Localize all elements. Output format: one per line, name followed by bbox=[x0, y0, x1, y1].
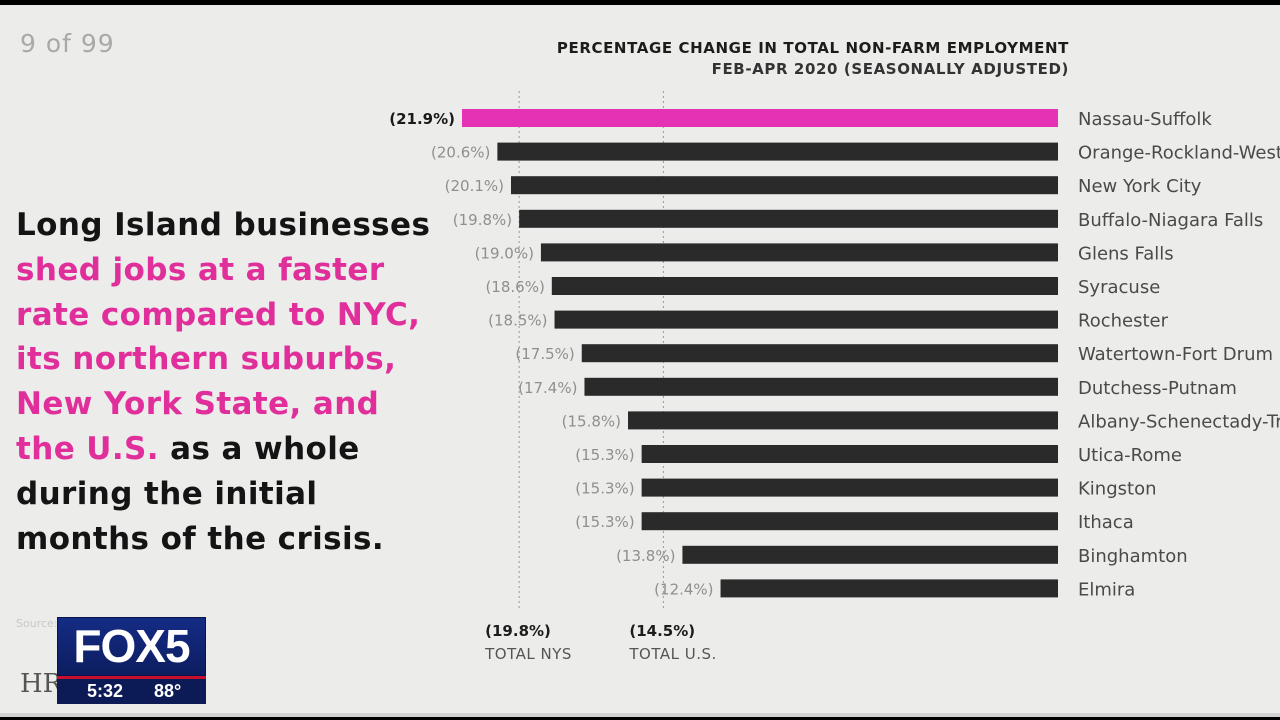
bar-value-label-2: (20.1%) bbox=[445, 177, 504, 195]
reference-line-sublabel-1: TOTAL U.S. bbox=[628, 645, 716, 663]
bar-category-label-14: Elmira bbox=[1078, 579, 1135, 600]
bar-category-label-13: Binghamton bbox=[1078, 546, 1188, 567]
reference-line-label-1: (14.5%) bbox=[629, 622, 695, 640]
bar-category-label-10: Utica-Rome bbox=[1078, 445, 1182, 466]
reference-line-sublabel-0: TOTAL NYS bbox=[484, 645, 572, 663]
screen-bottom-edge bbox=[0, 713, 1280, 717]
presentation-slide: 9 of 99 PERCENTAGE CHANGE IN TOTAL NON-F… bbox=[0, 5, 1280, 717]
bar-14 bbox=[720, 579, 1058, 598]
bar-value-label-9: (15.8%) bbox=[562, 412, 621, 430]
bar-value-label-13: (13.8%) bbox=[616, 547, 675, 565]
bar-value-label-8: (17.4%) bbox=[518, 379, 577, 397]
fox5-station-bug: FOX5 5:32 88° bbox=[57, 617, 206, 704]
bar-category-label-2: New York City bbox=[1078, 176, 1202, 197]
bar-category-label-6: Rochester bbox=[1078, 311, 1169, 332]
chart-title: PERCENTAGE CHANGE IN TOTAL NON-FARM EMPL… bbox=[556, 39, 1069, 57]
slide-counter: 9 of 99 bbox=[20, 29, 115, 58]
reference-line-label-0: (19.8%) bbox=[485, 622, 551, 640]
bar-value-label-0: (21.9%) bbox=[389, 110, 455, 128]
bar-value-label-3: (19.8%) bbox=[453, 211, 512, 229]
bar-2 bbox=[510, 176, 1058, 195]
bar-3 bbox=[519, 209, 1058, 228]
bar-4 bbox=[540, 243, 1058, 262]
bar-1 bbox=[497, 142, 1058, 161]
bar-12 bbox=[641, 512, 1058, 531]
bar-value-label-10: (15.3%) bbox=[575, 446, 634, 464]
bar-category-label-8: Dutchess-Putnam bbox=[1078, 378, 1237, 399]
publisher-logo: HR bbox=[20, 669, 63, 699]
bar-category-label-12: Ithaca bbox=[1078, 512, 1134, 533]
headline-part-2: as a whole during the initial months of … bbox=[16, 430, 385, 557]
bar-5 bbox=[551, 277, 1058, 295]
broadcast-time: 5:32 bbox=[87, 681, 124, 701]
bar-value-label-11: (15.3%) bbox=[575, 480, 634, 498]
bar-11 bbox=[641, 478, 1058, 497]
fox5-info-bar: 5:32 88° bbox=[57, 679, 206, 704]
bar-value-label-7: (17.5%) bbox=[515, 345, 574, 363]
chart-subtitle: FEB-APR 2020 (SEASONALLY ADJUSTED) bbox=[711, 60, 1069, 78]
bar-category-label-3: Buffalo-Niagara Falls bbox=[1078, 210, 1263, 231]
bar-value-label-5: (18.6%) bbox=[485, 278, 544, 296]
bar-category-label-7: Watertown-Fort Drum bbox=[1078, 344, 1273, 365]
fox5-accent-line bbox=[57, 676, 206, 679]
bar-category-label-0: Nassau-Suffolk bbox=[1078, 109, 1212, 130]
bar-0 bbox=[462, 109, 1058, 127]
bar-7 bbox=[581, 344, 1058, 363]
bar-category-label-4: Glens Falls bbox=[1078, 243, 1174, 264]
bar-8 bbox=[584, 377, 1058, 396]
bar-category-label-1: Orange-Rockland-Westchester bbox=[1078, 143, 1280, 164]
headline-highlight: shed jobs at a faster rate compared to N… bbox=[16, 251, 421, 467]
fox5-logo: FOX5 bbox=[57, 617, 206, 676]
bar-category-label-5: Syracuse bbox=[1078, 277, 1160, 298]
bar-value-label-12: (15.3%) bbox=[575, 513, 634, 531]
headline-part-1: Long Island businesses bbox=[16, 207, 431, 243]
broadcast-temperature: 88° bbox=[154, 681, 182, 701]
bar-value-label-4: (19.0%) bbox=[475, 244, 534, 262]
bar-value-label-6: (18.5%) bbox=[488, 312, 547, 330]
bar-9 bbox=[628, 411, 1058, 430]
bar-13 bbox=[682, 545, 1058, 564]
employment-bar-chart: (19.8%) TOTAL NYS (14.5%) TOTAL U.S. (21.9%)… bbox=[389, 91, 1280, 663]
bar-6 bbox=[554, 310, 1058, 329]
bar-value-label-1: (20.6%) bbox=[431, 144, 490, 162]
headline-text: Long Island businesses shed jobs at a fa… bbox=[16, 203, 446, 561]
bar-10 bbox=[641, 445, 1058, 463]
bar-value-label-14: (12.4%) bbox=[654, 580, 713, 598]
bar-category-label-11: Kingston bbox=[1078, 479, 1157, 500]
bar-category-label-9: Albany-Schenectady-Troy bbox=[1078, 411, 1280, 432]
